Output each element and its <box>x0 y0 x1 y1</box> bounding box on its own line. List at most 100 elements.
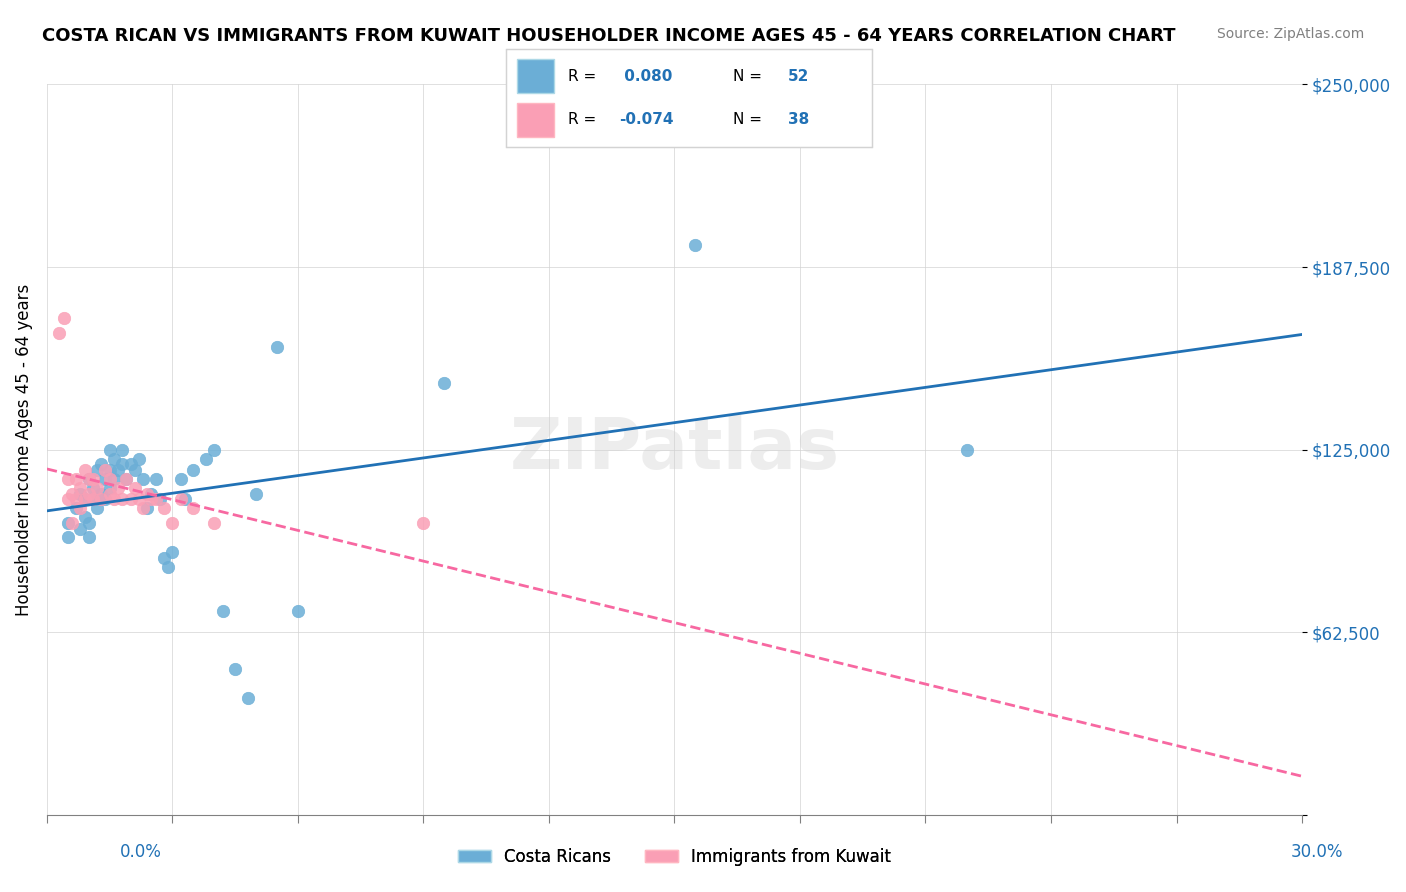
Point <box>136 486 159 500</box>
Point <box>153 501 176 516</box>
Text: N =: N = <box>733 69 766 84</box>
Point <box>132 501 155 516</box>
Point <box>94 472 117 486</box>
Point <box>60 516 83 530</box>
Point <box>162 545 184 559</box>
Point <box>86 481 108 495</box>
Text: R =: R = <box>568 69 602 84</box>
Point <box>194 451 217 466</box>
Point <box>86 501 108 516</box>
Point <box>77 472 100 486</box>
Point <box>145 492 167 507</box>
Point <box>60 486 83 500</box>
Point <box>90 486 112 500</box>
Point <box>73 463 96 477</box>
Text: 30.0%: 30.0% <box>1291 843 1343 861</box>
Point <box>685 238 707 252</box>
Point <box>77 486 100 500</box>
Point <box>287 603 309 617</box>
Point <box>65 501 87 516</box>
Text: -0.074: -0.074 <box>620 112 673 128</box>
Text: ZIPatlas: ZIPatlas <box>509 416 839 484</box>
Point <box>69 501 91 516</box>
Point <box>103 492 125 507</box>
Point <box>90 458 112 472</box>
Point <box>149 492 172 507</box>
Point <box>202 442 225 457</box>
Text: 38: 38 <box>787 112 808 128</box>
Point <box>48 326 70 340</box>
Point <box>77 516 100 530</box>
Point <box>170 492 193 507</box>
Point <box>69 522 91 536</box>
Point <box>90 492 112 507</box>
Point <box>52 311 75 326</box>
Point <box>98 481 121 495</box>
Point <box>111 492 134 507</box>
Point <box>107 481 129 495</box>
Point <box>82 481 104 495</box>
FancyBboxPatch shape <box>517 103 554 137</box>
Text: 0.080: 0.080 <box>620 69 673 84</box>
Point <box>181 463 204 477</box>
Text: R =: R = <box>568 112 602 128</box>
Point <box>124 463 146 477</box>
Point <box>145 472 167 486</box>
Point <box>141 486 163 500</box>
Y-axis label: Householder Income Ages 45 - 64 years: Householder Income Ages 45 - 64 years <box>15 284 32 615</box>
Point <box>98 472 121 486</box>
Point <box>56 531 79 545</box>
Point <box>170 472 193 486</box>
Point <box>174 492 197 507</box>
Point <box>162 516 184 530</box>
Point <box>77 531 100 545</box>
Point <box>98 486 121 500</box>
Point <box>111 442 134 457</box>
Point <box>128 451 150 466</box>
Point <box>82 492 104 507</box>
Point <box>73 492 96 507</box>
Point <box>433 376 456 390</box>
Point <box>115 472 138 486</box>
Point <box>128 492 150 507</box>
Text: 0.0%: 0.0% <box>120 843 162 861</box>
Point <box>73 510 96 524</box>
Text: N =: N = <box>733 112 766 128</box>
Point <box>124 481 146 495</box>
Point <box>82 472 104 486</box>
Point <box>69 486 91 500</box>
Point <box>153 550 176 565</box>
Point <box>266 341 288 355</box>
Point <box>181 501 204 516</box>
Point <box>86 463 108 477</box>
Point <box>56 472 79 486</box>
Point <box>98 463 121 477</box>
Point <box>56 516 79 530</box>
Point <box>141 492 163 507</box>
Point <box>94 492 117 507</box>
Point <box>65 492 87 507</box>
Point <box>94 463 117 477</box>
FancyBboxPatch shape <box>517 59 554 94</box>
Point <box>224 662 246 676</box>
Point <box>98 442 121 457</box>
Point <box>65 472 87 486</box>
Point <box>77 472 100 486</box>
Point <box>412 516 434 530</box>
Legend: Costa Ricans, Immigrants from Kuwait: Costa Ricans, Immigrants from Kuwait <box>451 841 898 872</box>
Text: COSTA RICAN VS IMMIGRANTS FROM KUWAIT HOUSEHOLDER INCOME AGES 45 - 64 YEARS CORR: COSTA RICAN VS IMMIGRANTS FROM KUWAIT HO… <box>42 27 1175 45</box>
Point <box>120 458 142 472</box>
Point <box>236 691 259 706</box>
Point <box>73 492 96 507</box>
Point <box>115 472 138 486</box>
Text: 52: 52 <box>787 69 808 84</box>
Point <box>132 472 155 486</box>
Point <box>211 603 233 617</box>
Point <box>245 486 267 500</box>
Point <box>107 463 129 477</box>
Point <box>56 492 79 507</box>
Point <box>103 451 125 466</box>
Point <box>120 492 142 507</box>
Point <box>82 492 104 507</box>
Point <box>111 458 134 472</box>
